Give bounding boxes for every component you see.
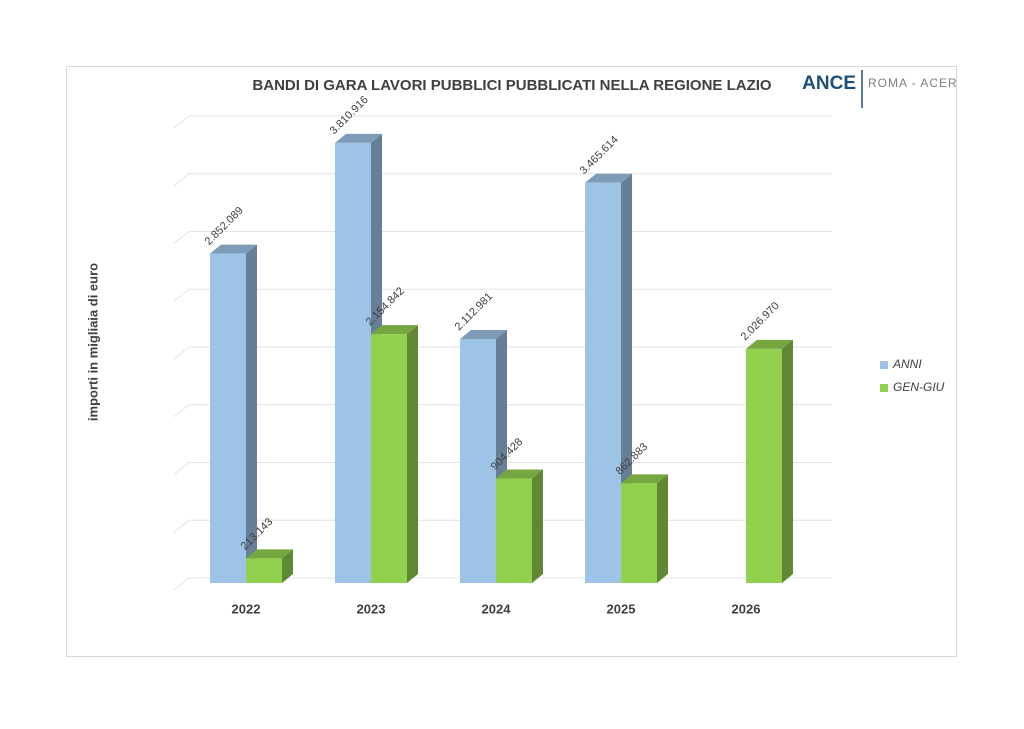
bar: [585, 182, 621, 583]
grid-line: [173, 115, 832, 129]
bar: [246, 558, 282, 583]
x-tick-label: 2024: [482, 601, 512, 616]
bar-side: [246, 244, 257, 583]
bar-side: [657, 474, 668, 583]
bar: [210, 253, 246, 583]
legend-swatch: [880, 361, 888, 369]
y-axis-label: importi in migliaia di euro: [85, 263, 100, 421]
bar-top: [210, 244, 257, 254]
bar-top: [621, 474, 668, 484]
logo-brand: ANCE: [802, 73, 856, 94]
bar-side: [532, 469, 543, 583]
chart-title: BANDI DI GARA LAVORI PUBBLICI PUBBLICATI…: [252, 77, 771, 94]
bar-top: [335, 133, 382, 143]
bar-side: [282, 549, 293, 583]
bar: [371, 334, 407, 583]
bar-top: [246, 549, 293, 559]
bar-side: [407, 325, 418, 583]
legend-label: GEN-GIU: [893, 380, 945, 394]
x-tick-label: 2026: [732, 601, 761, 616]
legend-label: ANNI: [892, 357, 922, 371]
x-tick-label: 2022: [232, 601, 261, 616]
bar: [621, 483, 657, 583]
bar: [746, 348, 782, 583]
bar-top: [371, 325, 418, 335]
bar-top: [496, 469, 543, 479]
bar-top: [746, 339, 793, 349]
bar: [496, 478, 532, 583]
bar: [460, 338, 496, 583]
x-tick-label: 2023: [357, 601, 386, 616]
x-tick-label: 2025: [607, 601, 636, 616]
legend-swatch: [880, 384, 888, 392]
bar-top: [460, 329, 507, 339]
bar: [335, 142, 371, 583]
logo-sub: ROMA - ACER: [868, 76, 958, 90]
bar-top: [585, 173, 632, 183]
bar-side: [782, 339, 793, 583]
